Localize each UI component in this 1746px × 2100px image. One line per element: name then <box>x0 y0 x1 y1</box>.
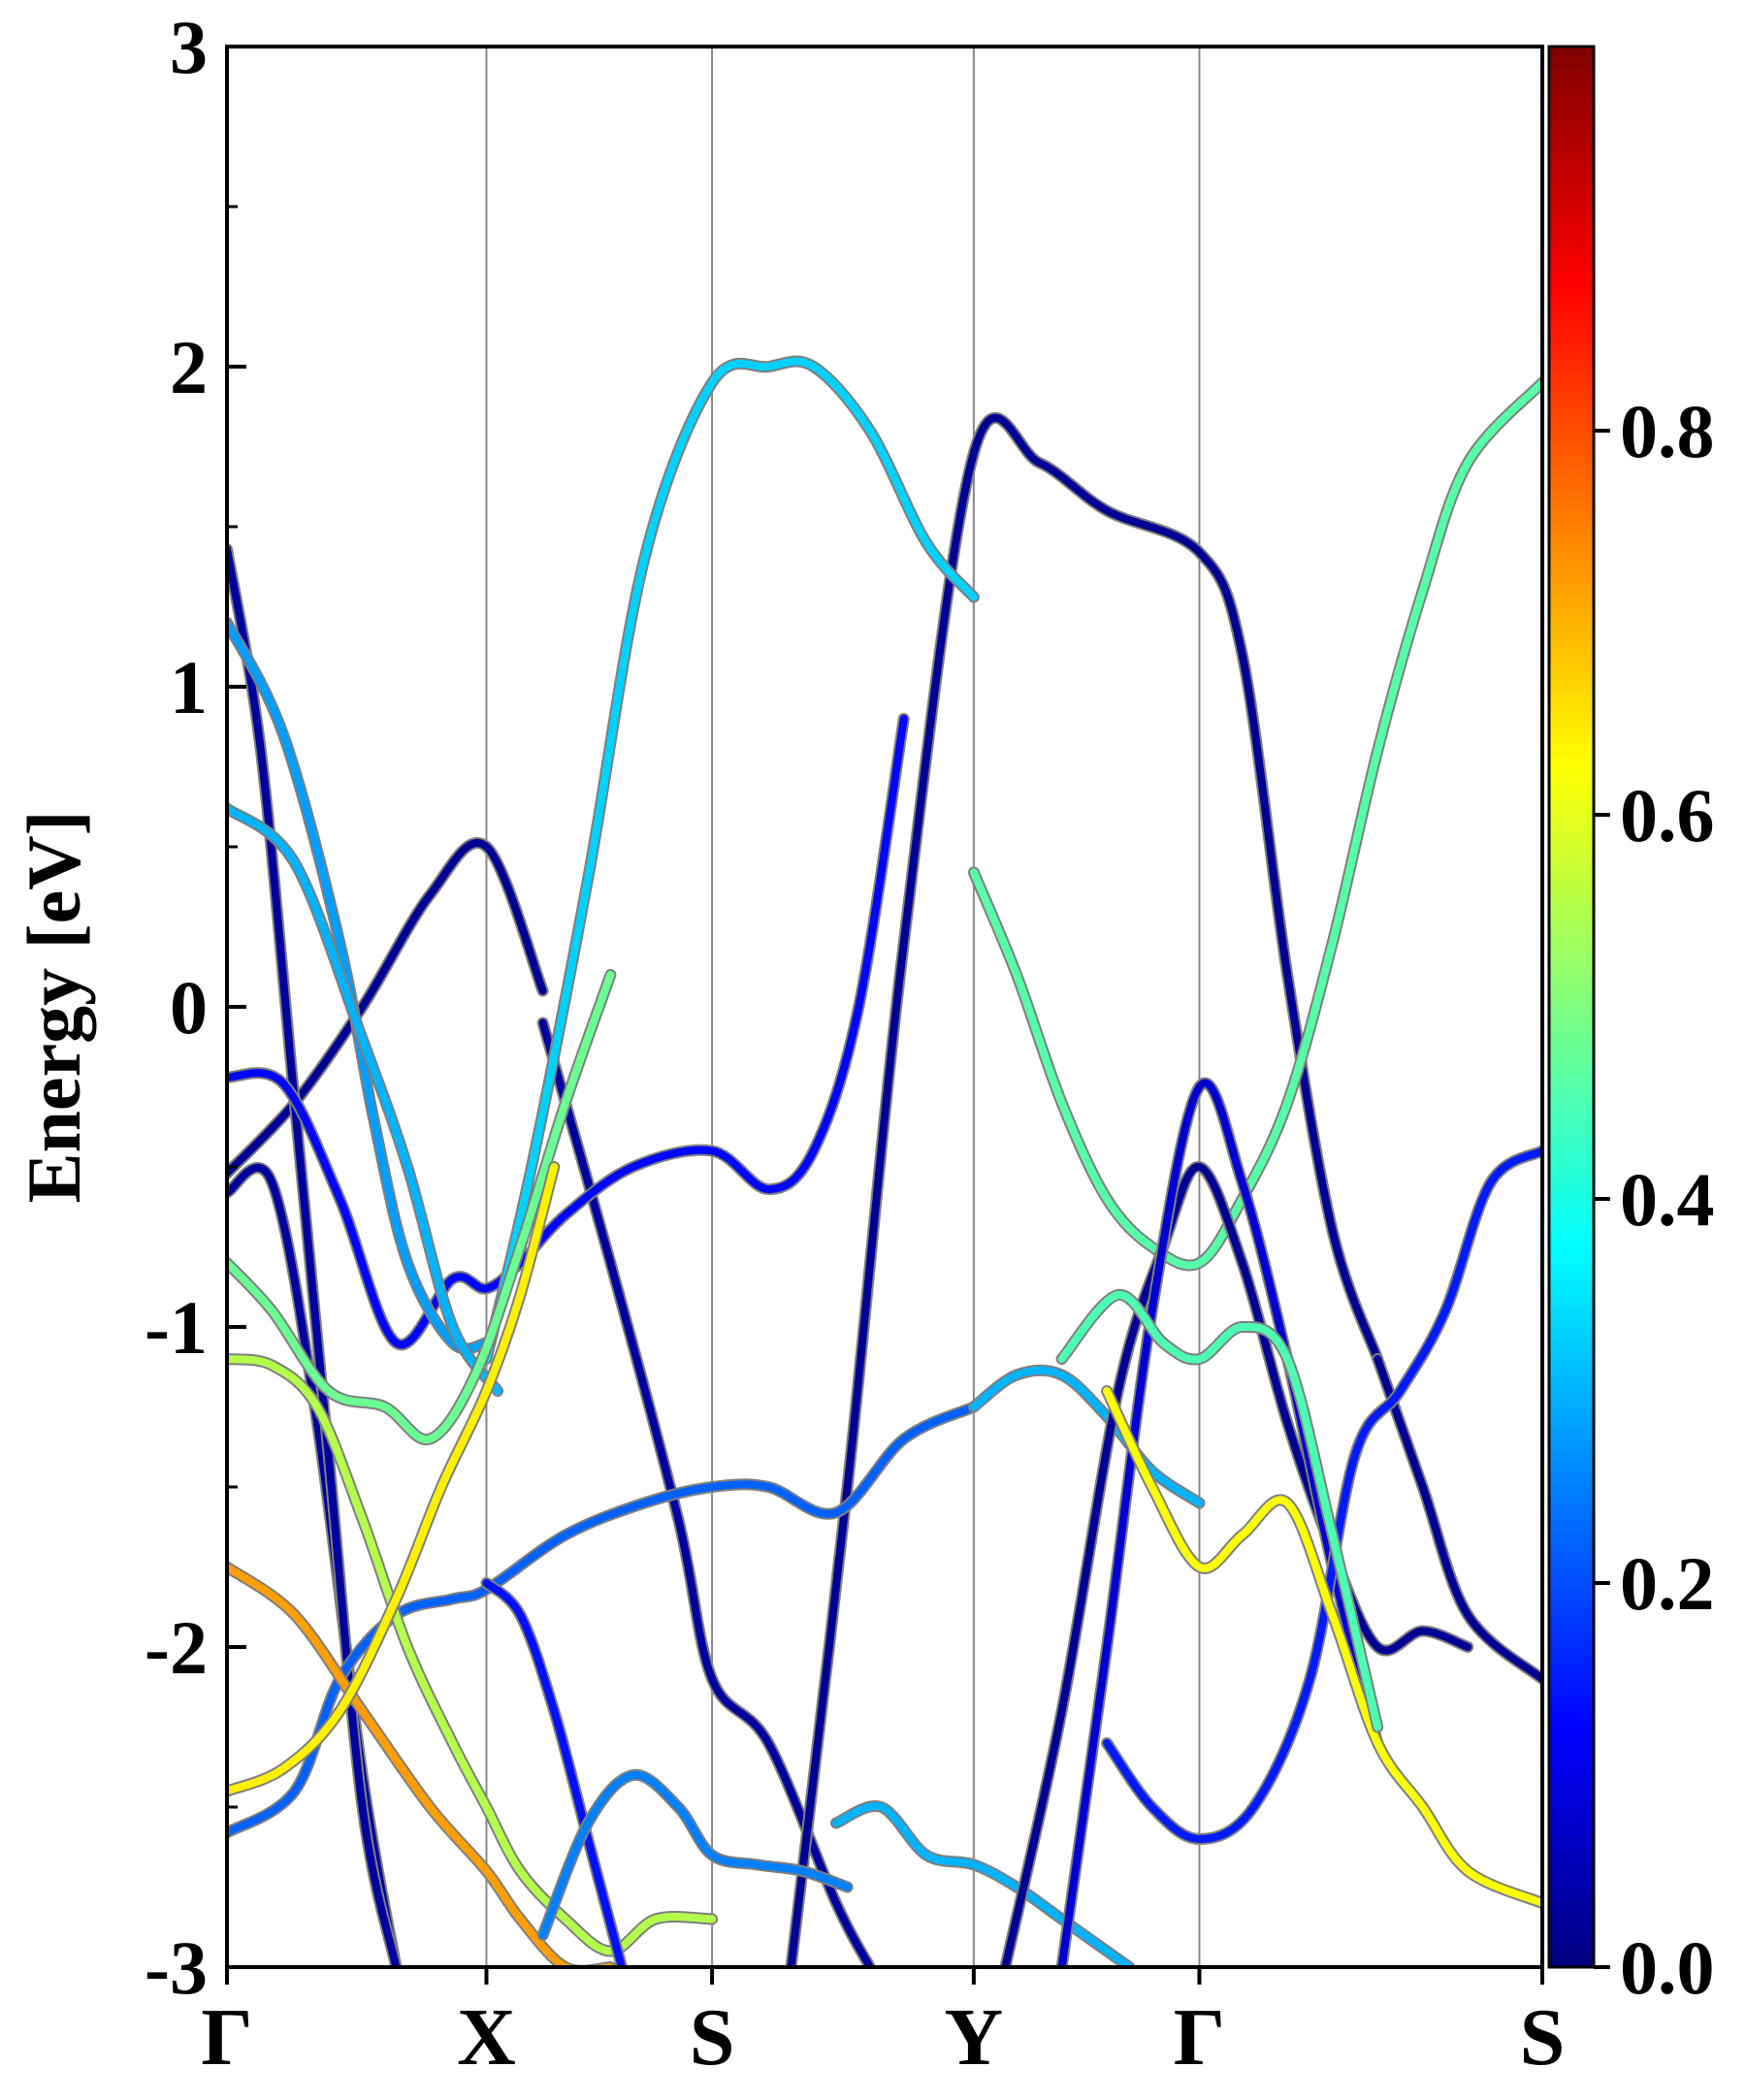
band-line <box>227 1403 978 1837</box>
y-tick-label: -1 <box>145 1285 208 1370</box>
kpath-label: Γ <box>1174 1992 1225 2083</box>
band-line <box>227 804 502 1395</box>
band-line <box>1001 1163 1472 1967</box>
band-line <box>227 715 908 1349</box>
colorbar-tick-label: 0.8 <box>1620 389 1715 473</box>
band-line <box>787 414 1382 1967</box>
y-tick-label: 1 <box>170 645 208 729</box>
band-line <box>227 971 615 1444</box>
y-axis-label: Energy [eV] <box>12 810 96 1203</box>
band-line <box>969 1366 1204 1507</box>
band-line <box>227 1563 615 1967</box>
band-line <box>538 1018 874 1967</box>
kpath-grid <box>485 47 1201 1967</box>
kpath-label: S <box>690 1992 735 2083</box>
band-line <box>832 1802 1134 1967</box>
band-outline <box>967 376 1542 1272</box>
y-tick-label: 2 <box>170 325 208 409</box>
band-line <box>227 1163 559 1795</box>
band-line <box>227 545 401 1967</box>
y-tick-label: -2 <box>145 1605 208 1690</box>
kpath-label: Γ <box>201 1992 252 2083</box>
y-tick-label: 3 <box>170 5 208 89</box>
band-line <box>1103 1387 1542 1907</box>
y-axis: 3 2 1 0 -1 -2 -3 <box>145 5 246 2010</box>
y-tick-label: 0 <box>170 965 208 1050</box>
band-outline <box>480 355 980 1365</box>
band-line <box>482 357 978 1363</box>
kpath-label: S <box>1520 1992 1566 2083</box>
band-outline <box>227 713 910 1351</box>
colorbar-tick-label: 0.0 <box>1620 1925 1715 2010</box>
band-line <box>969 378 1542 1270</box>
kpath-label: Y <box>945 1992 1004 2083</box>
kpath-label: X <box>457 1992 516 2083</box>
band-line <box>1374 1355 1542 1683</box>
band-line <box>482 1579 626 1967</box>
band-line <box>227 1355 717 1955</box>
band-outline <box>1372 1353 1542 1685</box>
colorbar-gradient <box>1547 45 1596 1969</box>
band-line <box>227 619 491 1353</box>
colorbar: 0.0 0.2 0.4 0.6 0.8 <box>1547 45 1715 2010</box>
colorbar-tick-label: 0.6 <box>1620 773 1715 857</box>
colorbar-tick-label: 0.4 <box>1620 1157 1715 1242</box>
band-line <box>1057 1079 1382 1967</box>
band-line <box>538 1770 852 1939</box>
colorbar-tick-label: 0.2 <box>1620 1541 1715 1626</box>
band-outline <box>227 1353 719 1957</box>
y-tick-label: -3 <box>145 1925 208 2010</box>
band-line <box>1057 1291 1382 1731</box>
bands <box>227 355 1542 1967</box>
